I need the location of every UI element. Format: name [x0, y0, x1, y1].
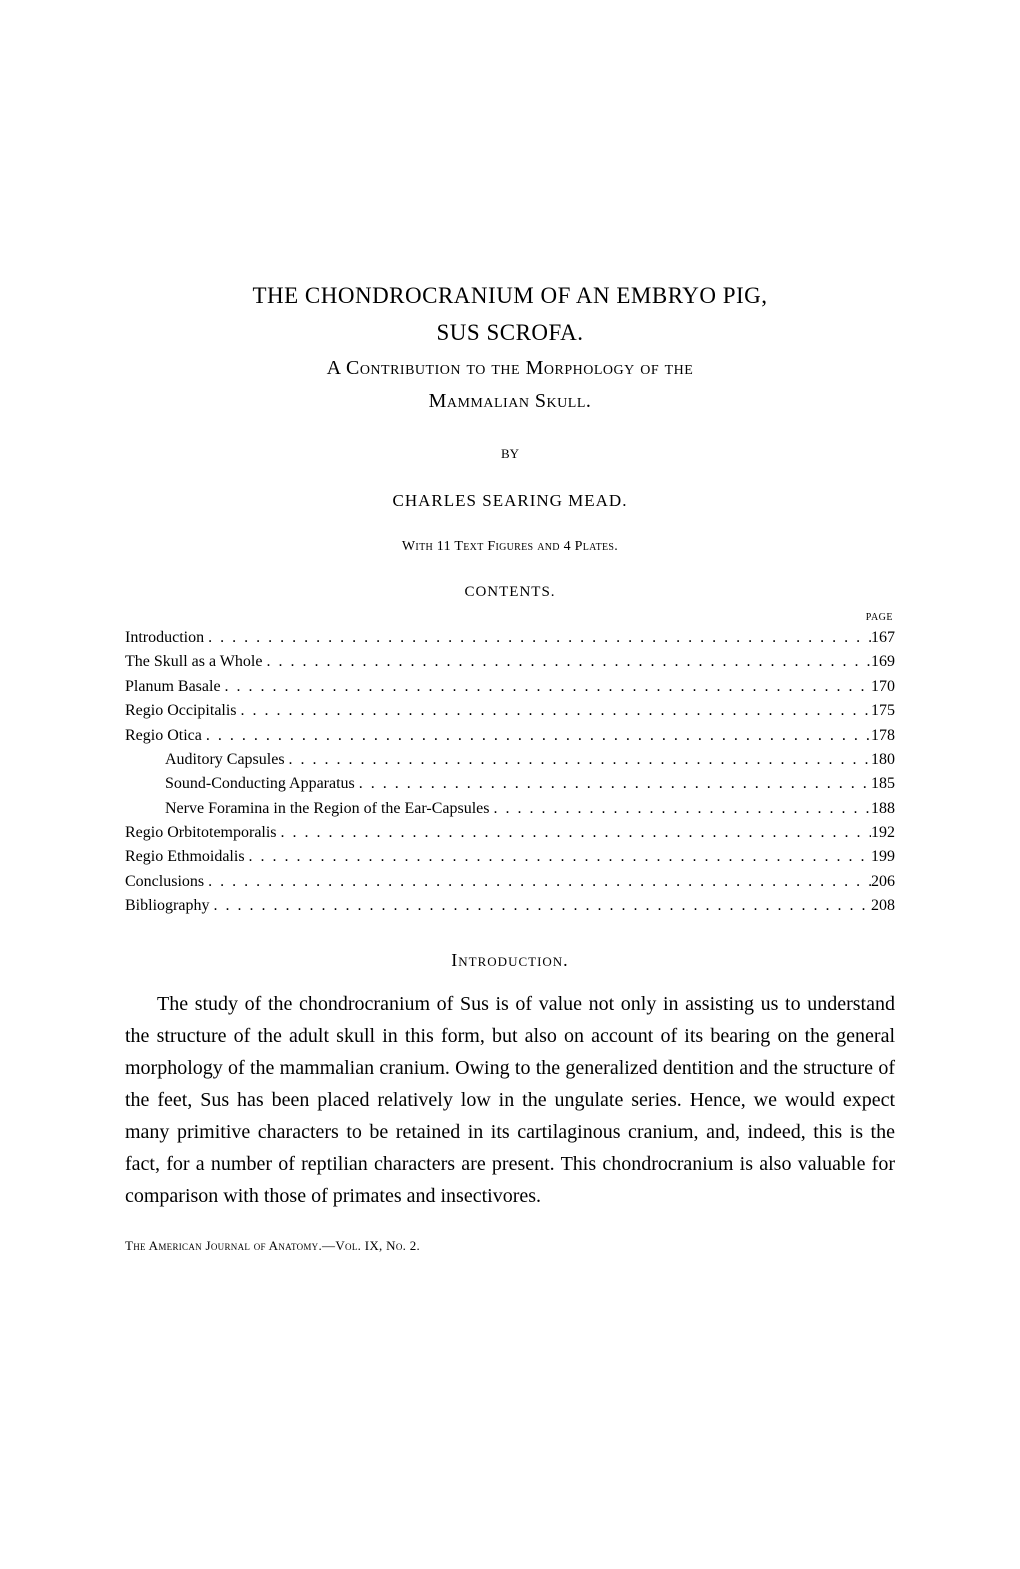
toc-entry-label: Conclusions: [125, 871, 204, 893]
paper-subtitle-line2: Mammalian Skull.: [125, 387, 895, 415]
paper-title-line2: SUS SCROFA.: [125, 317, 895, 349]
toc-dots: [209, 895, 871, 917]
toc-entry-label: Bibliography: [125, 895, 209, 917]
toc-entry-page: 208: [871, 895, 895, 917]
toc-entry-page: 185: [871, 773, 895, 795]
toc-entry-label: Regio Ethmoidalis: [125, 846, 245, 868]
toc-entry-page: 188: [871, 798, 895, 820]
toc-dots: [285, 749, 871, 771]
toc-dots: [204, 871, 871, 893]
toc-entry-page: 192: [871, 822, 895, 844]
toc-dots: [221, 676, 871, 698]
author-name: CHARLES SEARING MEAD.: [125, 489, 895, 513]
paper-title-line1: THE CHONDROCRANIUM OF AN EMBRYO PIG,: [125, 280, 895, 312]
journal-footer: The American Journal of Anatomy.—Vol. IX…: [125, 1237, 895, 1255]
contents-heading: CONTENTS.: [125, 582, 895, 603]
toc-dots: [355, 773, 871, 795]
toc-entry-label: Regio Otica: [125, 725, 202, 747]
toc-entry-label: Nerve Foramina in the Region of the Ear-…: [165, 798, 489, 820]
toc-entry: Regio Ethmoidalis 199: [125, 846, 895, 868]
toc-dots: [277, 822, 871, 844]
introduction-paragraph: The study of the chondrocranium of Sus i…: [125, 988, 895, 1212]
toc-dots: [237, 700, 871, 722]
toc-entry: Auditory Capsules 180: [125, 749, 895, 771]
toc-entry: Conclusions 206: [125, 871, 895, 893]
toc-entry: Regio Otica 178: [125, 725, 895, 747]
introduction-heading: Introduction.: [125, 948, 895, 973]
toc-dots: [245, 846, 871, 868]
toc-entry: The Skull as a Whole 169: [125, 651, 895, 673]
toc-entry: Regio Orbitotemporalis 192: [125, 822, 895, 844]
toc-dots: [204, 627, 871, 649]
figures-plates-note: With 11 Text Figures and 4 Plates.: [125, 537, 895, 557]
toc-entry-page: 175: [871, 700, 895, 722]
toc-entry-label: Regio Orbitotemporalis: [125, 822, 277, 844]
toc-dots: [202, 725, 871, 747]
paper-subtitle-line1: A Contribution to the Morphology of the: [125, 354, 895, 382]
toc-entry-label: Regio Occipitalis: [125, 700, 237, 722]
toc-entry: Bibliography 208: [125, 895, 895, 917]
toc-entry-label: The Skull as a Whole: [125, 651, 262, 673]
toc-entry-page: 169: [871, 651, 895, 673]
toc-entry: Regio Occipitalis 175: [125, 700, 895, 722]
toc-entry-label: Auditory Capsules: [165, 749, 285, 771]
toc-entry-page: 206: [871, 871, 895, 893]
toc-dots: [262, 651, 871, 673]
toc-entry-label: Planum Basale: [125, 676, 221, 698]
toc-dots: [489, 798, 871, 820]
toc-entry: Nerve Foramina in the Region of the Ear-…: [125, 798, 895, 820]
toc-entry-page: 178: [871, 725, 895, 747]
toc-entry: Planum Basale 170: [125, 676, 895, 698]
table-of-contents: Introduction 167The Skull as a Whole 169…: [125, 627, 895, 918]
toc-entry-page: 170: [871, 676, 895, 698]
toc-entry: Sound-Conducting Apparatus 185: [125, 773, 895, 795]
toc-entry-label: Sound-Conducting Apparatus: [165, 773, 355, 795]
toc-entry-page: 180: [871, 749, 895, 771]
toc-entry: Introduction 167: [125, 627, 895, 649]
page-column-label: PAGE: [125, 611, 895, 625]
by-label: BY: [125, 445, 895, 463]
toc-entry-page: 167: [871, 627, 895, 649]
toc-entry-label: Introduction: [125, 627, 204, 649]
toc-entry-page: 199: [871, 846, 895, 868]
